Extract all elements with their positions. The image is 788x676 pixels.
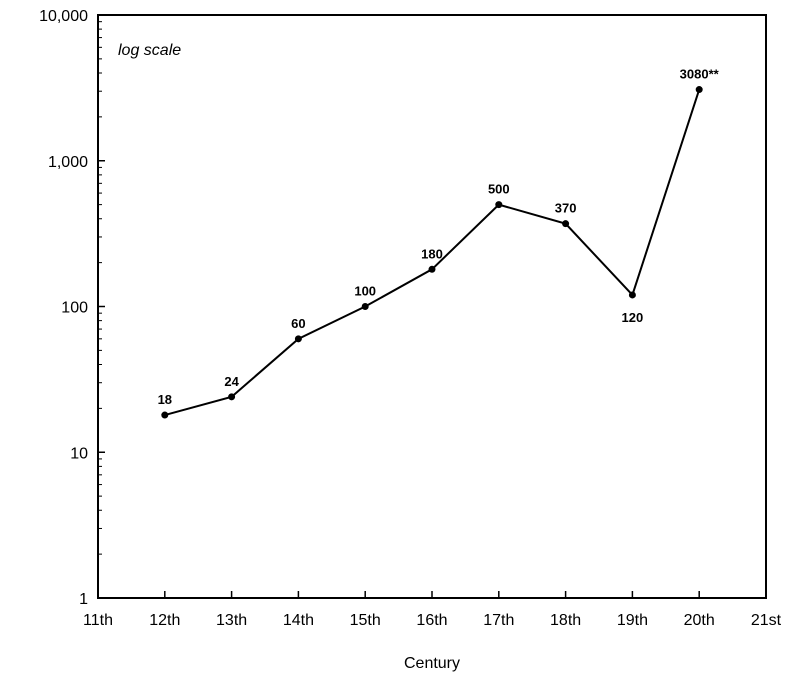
x-tick-label: 18th [550,612,581,629]
y-tick-label: 1,000 [48,154,88,171]
y-tick-label: 100 [61,300,88,317]
data-label: 500 [488,182,510,197]
y-axis-ticks: 1 10 100 1,000 10,000 [39,8,105,608]
x-tick-label: 17th [483,612,514,629]
x-tick-label: 12th [149,612,180,629]
x-tick-label: 13th [216,612,247,629]
x-tick-label: 21st [751,612,782,629]
data-point [228,393,236,401]
x-tick-label: 16th [416,612,447,629]
x-tick-label: 19th [617,612,648,629]
data-point [294,335,302,343]
log-scale-note: log scale [118,42,181,59]
x-axis-ticks: 11th 12th 13th 14th 15th 16th 17th 18th 19th 20th… [83,591,782,629]
plot-frame [97,14,767,599]
data-point [361,303,369,310]
data-point [428,265,436,273]
data-label: 120 [622,310,644,325]
x-axis-title: Century [404,655,460,672]
data-label: 60 [291,316,305,331]
data-label: 24 [224,374,239,389]
x-tick-label: 20th [684,612,715,629]
data-label: 100 [354,284,376,299]
data-point [628,291,636,299]
data-label: 370 [555,201,577,216]
series-line-group: 18 24 60 100 180 500 370 120 3080** [158,67,720,419]
y-tick-label: 1 [79,591,88,608]
y-tick-label: 10 [70,445,88,462]
data-label: 3080** [680,67,720,82]
data-label: 18 [158,392,172,407]
data-point [562,220,570,228]
x-tick-label: 11th [83,612,113,629]
x-tick-label: 15th [350,612,381,629]
data-point [695,86,703,94]
data-point [161,411,169,419]
x-tick-label: 14th [283,612,314,629]
data-label: 180 [421,246,443,261]
y-tick-label: 10,000 [39,8,88,25]
data-point [495,201,503,209]
